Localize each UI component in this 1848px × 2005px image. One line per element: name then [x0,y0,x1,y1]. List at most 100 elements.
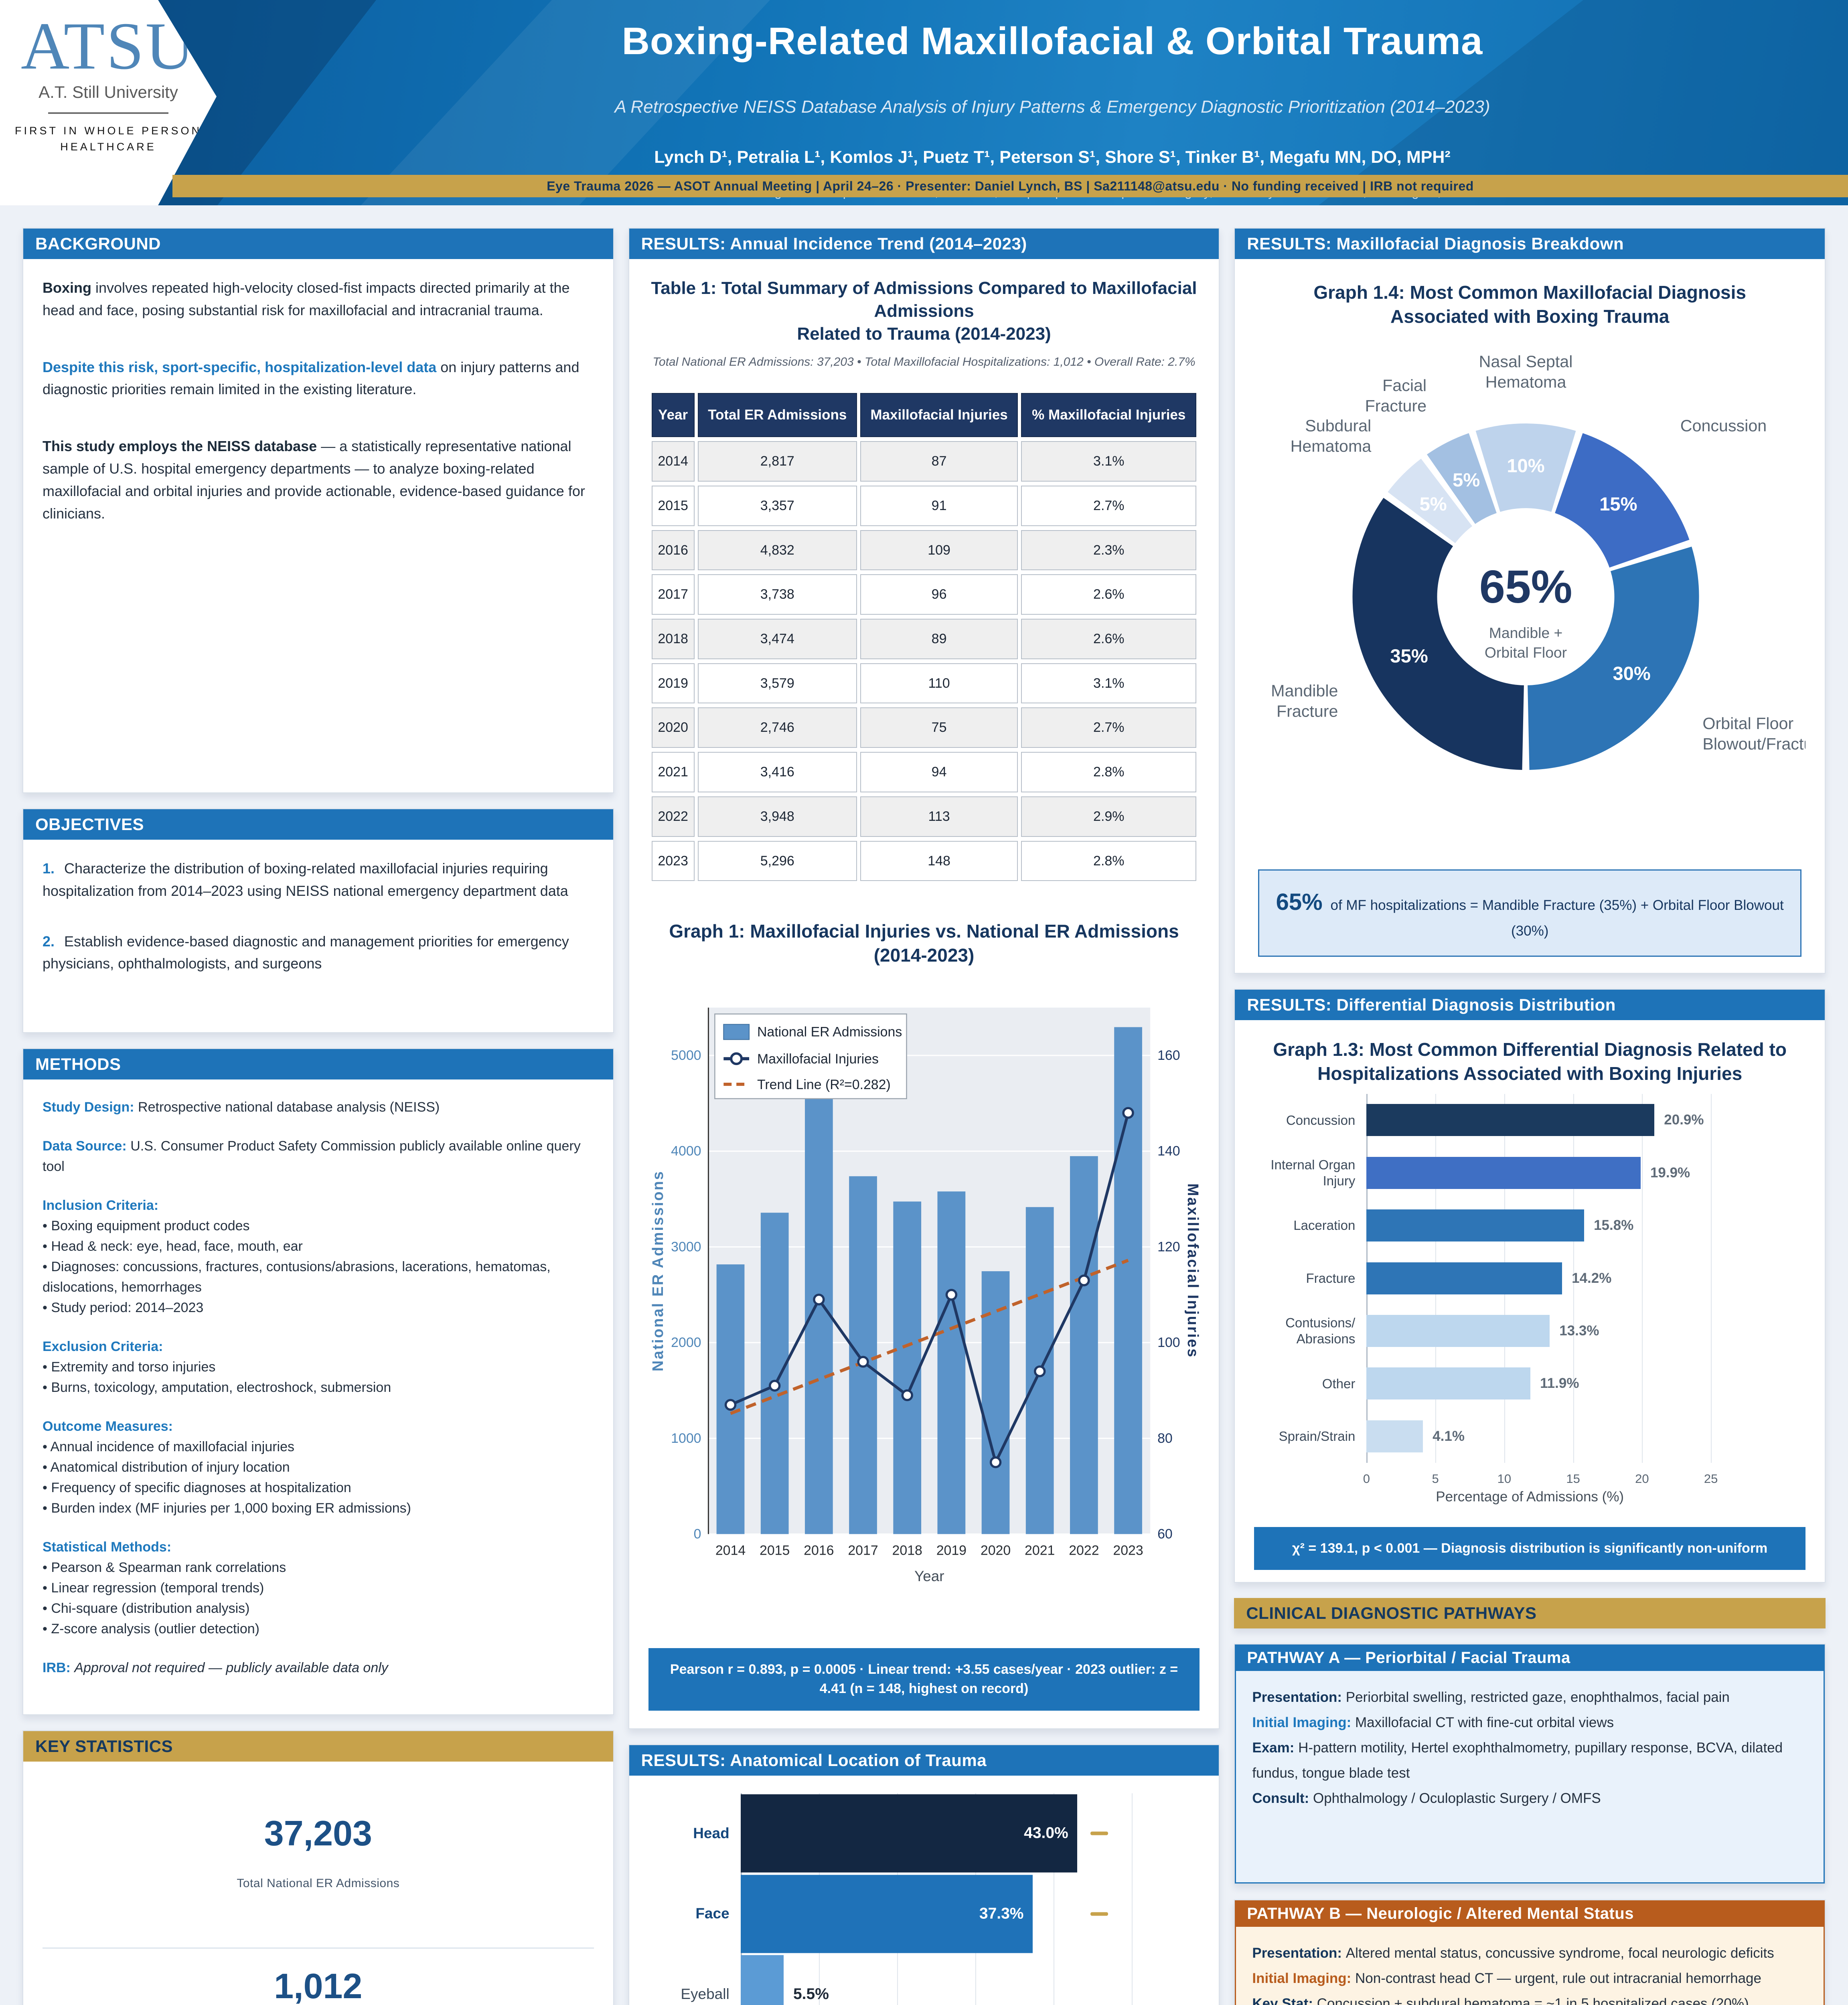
methods-bullet: • Frequency of specific diagnoses at hos… [43,1480,351,1495]
methods-text: Retrospective national database analysis… [138,1100,440,1115]
bar-track: 11.9% [1366,1357,1745,1410]
svg-text:National ER Admissions: National ER Admissions [650,1170,667,1371]
pathway-label: Key Stat: [1252,1996,1317,2005]
line-marker [768,1379,781,1392]
table-subtitle: Total National ER Admissions: 37,203 • T… [652,355,1196,369]
methods-bullet: • Annual incidence of maxillofacial inju… [43,1439,295,1454]
bar-2022 [1070,1156,1098,1534]
pathways-heading: CLINICAL DIAGNOSTIC PATHWAYS [1234,1598,1826,1629]
right-column: RESULTS: Maxillofacial Diagnosis Breakdo… [1234,228,1828,2005]
conference-bar: Eye Trauma 2026 — ASOT Annual Meeting | … [172,175,1848,197]
methods-heading: METHODS [23,1049,613,1079]
methods-block: Inclusion Criteria: • Boxing equipment p… [43,1195,594,1318]
objective-number: 1. [43,860,55,877]
svg-text:1000: 1000 [671,1431,701,1446]
svg-text:2017: 2017 [848,1543,878,1558]
table-cell: 2016 [651,530,695,571]
methods-bullet: • Burns, toxicology, amputation, electro… [43,1380,391,1395]
bar [1366,1367,1531,1400]
differential-heading: RESULTS: Differential Diagnosis Distribu… [1235,990,1825,1020]
differential-body: Graph 1.3: Most Common Differential Diag… [1235,1020,1825,1582]
line-marker [989,1456,1001,1468]
background-heading: BACKGROUND [23,229,613,259]
slice-facial-fracture [1427,433,1497,524]
table-cell: 2020 [651,707,695,748]
table-cell: 3,474 [697,619,857,659]
methods-label: IRB: [43,1660,75,1675]
chart-row: Laceration 15.8% [1254,1199,1805,1252]
table-cell: 2019 [651,663,695,704]
svg-text:140: 140 [1157,1143,1180,1158]
background-paragraph: Boxing involves repeated high-velocity c… [43,279,570,318]
gold-dash-marker [1090,1831,1108,1835]
table-title: Table 1: Total Summary of Admissions Com… [651,278,1197,344]
table-cell: 2.8% [1021,752,1197,792]
table-column-header: Total ER Admissions [697,393,857,437]
anatomical-chart: Head43.0%Face37.3%Eyeball5.5%Mouth6.0%Ne… [648,1793,1200,2005]
header-text: Boxing-Related Maxillofacial & Orbital T… [305,19,1800,199]
svg-text:2023: 2023 [1113,1543,1143,1558]
anatomical-body: Head43.0%Face37.3%Eyeball5.5%Mouth6.0%Ne… [629,1776,1219,2005]
stat-value: 37,203 [264,1813,372,1853]
methods-bullet: • Chi-square (distribution analysis) [43,1601,250,1616]
axis-tick-label: 15 [1566,1471,1580,1486]
pathway-a: PATHWAY A — Periorbital / Facial Trauma … [1234,1644,1826,1885]
gold-dash-marker [1090,1912,1108,1916]
svg-text:0: 0 [693,1526,701,1541]
methods-block: Data Source: U.S. Consumer Product Safet… [43,1136,594,1177]
middle-column: RESULTS: Annual Incidence Trend (2014–20… [628,228,1220,2005]
slice-concussion [1555,433,1690,567]
category-label: Internal Organ Injury [1270,1157,1356,1188]
axis-tick-label: 25 [1704,1471,1718,1486]
left-column: BACKGROUND Boxing involves repeated high… [22,228,614,2005]
trend-line [729,1258,1129,1415]
svg-text:Fracture: Fracture [1365,397,1427,415]
svg-text:Orbital Floor: Orbital Floor [1703,714,1794,733]
svg-text:15%: 15% [1600,493,1637,514]
table-header-row: Year Total ER Admissions Maxillofacial Inj… [651,393,1197,437]
table-cell: 3,948 [697,796,857,837]
grid-line [1573,1094,1574,1463]
donut-chart: 35% Mandible Fracture 5% Subdural Hematoma 5% F… [1254,337,1828,855]
bar [1366,1156,1641,1189]
anatomical-section: RESULTS: Anatomical Location of Trauma H… [628,1744,1220,2005]
table-cell: 89 [860,619,1018,659]
bar-value: 14.2% [1572,1270,1612,1286]
methods-label: Data Source: [43,1138,131,1154]
table-row: 2014 2,817 87 3.1% [651,441,1197,482]
stat-label: Total National ER Admissions [237,1877,400,1890]
table-cell: 2.7% [1021,486,1197,526]
category-label: Eyeball [681,1986,729,2003]
svg-text:Mandible +: Mandible + [1489,624,1563,641]
svg-text:65%: 65% [1479,560,1572,612]
bar-2020 [981,1271,1010,1534]
bar-track: 37.3% [740,1873,1148,1954]
table-cell: 110 [860,663,1018,704]
bar-value: 37.3% [979,1905,1024,1922]
svg-text:Facial: Facial [1382,376,1427,395]
pathway-a-body: Presentation: Periorbital swelling, rest… [1235,1671,1825,1884]
svg-text:Maxillofacial Injuries: Maxillofacial Injuries [1184,1183,1200,1358]
bar-2015 [760,1212,789,1534]
table-cell: 3,416 [697,752,857,792]
axis-tick-label: 10 [1497,1471,1512,1486]
svg-text:Subdural: Subdural [1305,416,1372,435]
table-cell: 94 [860,752,1018,792]
table-cell: 87 [860,441,1018,482]
bar-2019 [937,1191,965,1534]
pathway-row: Presentation: Periorbital swelling, rest… [1252,1689,1730,1705]
category-label: Sprain/Strain [1279,1429,1356,1444]
table-cell: 2014 [651,441,695,482]
graph1-title: Graph 1: Maxillofacial Injuries vs. Nati… [669,921,1179,966]
key-statistics-section: KEY STATISTICS 37,203 Total National ER A… [22,1730,614,2005]
svg-text:Year: Year [914,1568,944,1584]
svg-text:Orbital Floor: Orbital Floor [1485,644,1567,661]
objectives-body: 1. Characterize the distribution of boxi… [23,840,613,1032]
pathway-a-title: PATHWAY A — Periorbital / Facial Trauma [1235,1645,1825,1671]
bar-value: 19.9% [1650,1165,1690,1181]
donut-svg: 35% Mandible Fracture 5% Subdural Hematoma 5% F… [1271,352,1828,770]
pathway-row: Initial Imaging: Non-contrast head CT — … [1252,1971,1761,1987]
graph1-svg: 0 1000 2000 3000 4000 5000 60 80 100 120 140 160 201… [650,1007,1201,1584]
methods-bullet: • Burden index (MF injuries per 1,000 bo… [43,1501,411,1516]
